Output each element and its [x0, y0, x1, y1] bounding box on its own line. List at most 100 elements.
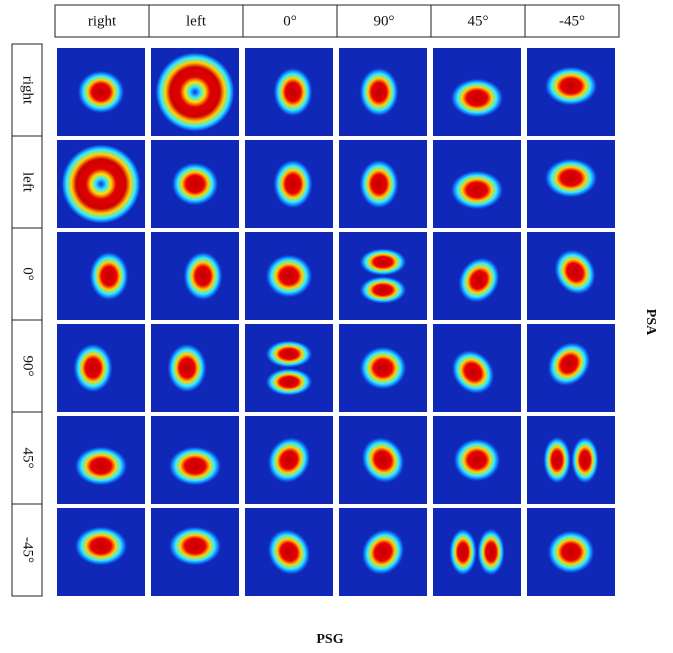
pattern-cell [527, 508, 615, 596]
pattern-cell [433, 140, 521, 228]
intensity-spot [77, 70, 125, 114]
intensity-spot [267, 528, 311, 576]
intensity-spot [273, 67, 313, 117]
spot-group [273, 159, 313, 209]
spot-group [553, 248, 597, 296]
pattern-cell [339, 48, 427, 136]
spot-group [171, 162, 219, 206]
pattern-cell [151, 416, 239, 504]
pattern-cell [245, 324, 333, 412]
intensity-spot [547, 341, 591, 387]
intensity-spot [359, 67, 399, 117]
spot-group [359, 159, 399, 209]
spot-group [544, 66, 598, 106]
intensity-spot [74, 526, 128, 566]
pattern-cell [245, 48, 333, 136]
intensity-spot [171, 162, 219, 206]
column-header-box [524, 4, 620, 38]
row-header: -45° [20, 537, 36, 563]
spot-group [547, 530, 595, 574]
intensity-spot [553, 248, 597, 296]
spot-group [265, 254, 313, 298]
intensity-spot [267, 436, 311, 484]
column-header-box [242, 4, 338, 38]
spot-group [168, 526, 222, 566]
column-header: -45° [559, 13, 585, 29]
intensity-spot [265, 254, 313, 298]
pattern-cell [57, 416, 145, 504]
spot-group [74, 526, 128, 566]
column-header-box [148, 4, 244, 38]
spot-group [451, 349, 495, 395]
pattern-cell [527, 416, 615, 504]
intensity-spot [265, 340, 313, 368]
spot-group [265, 340, 313, 396]
row-header-box [11, 135, 43, 229]
row-header: 90° [20, 356, 36, 377]
spot-group [361, 528, 405, 576]
row-header-box [11, 411, 43, 505]
spot-group [267, 436, 311, 484]
intensity-spot [450, 170, 504, 210]
intensity-spot [547, 530, 595, 574]
column-header: right [88, 13, 117, 29]
intensity-spot [361, 436, 405, 484]
row-header-box [11, 319, 43, 413]
intensity-spot [544, 66, 598, 106]
intensity-spot [450, 78, 504, 118]
pattern-cell [339, 232, 427, 320]
intensity-ring [155, 52, 235, 132]
spot-group [77, 70, 125, 114]
pattern-cell [245, 140, 333, 228]
row-header: left [20, 172, 36, 193]
column-header: 90° [374, 13, 395, 29]
spot-group [167, 343, 207, 393]
pattern-cell [57, 508, 145, 596]
intensity-spot [457, 256, 501, 304]
spot-group [449, 528, 505, 576]
pattern-cell [245, 232, 333, 320]
intensity-spot [477, 528, 505, 576]
pattern-cell [339, 324, 427, 412]
pattern-cell [57, 232, 145, 320]
y-axis-label: PSA [643, 309, 658, 336]
spot-group [267, 528, 311, 576]
pattern-cell [339, 416, 427, 504]
row-header: 45° [20, 448, 36, 469]
spot-group [155, 52, 235, 132]
pattern-cell [151, 48, 239, 136]
column-header: 0° [283, 13, 297, 29]
intensity-spot [543, 436, 571, 484]
pattern-cell [151, 324, 239, 412]
pattern-cell [433, 48, 521, 136]
row-header-box [11, 503, 43, 597]
intensity-spot [359, 346, 407, 390]
intensity-spot [168, 446, 222, 486]
spot-group [547, 341, 591, 387]
pattern-cell [151, 140, 239, 228]
intensity-spot [361, 528, 405, 576]
row-header: 0° [20, 267, 36, 281]
intensity-spot [451, 349, 495, 395]
spot-group [61, 144, 141, 224]
spot-group [359, 67, 399, 117]
column-header: 45° [468, 13, 489, 29]
intensity-spot [359, 248, 407, 276]
pattern-cell [151, 508, 239, 596]
pattern-cell [433, 232, 521, 320]
intensity-spot [449, 528, 477, 576]
intensity-spot [359, 276, 407, 304]
spot-group [361, 436, 405, 484]
pattern-cell [339, 140, 427, 228]
spot-group [544, 158, 598, 198]
intensity-spot [168, 526, 222, 566]
pattern-cell [433, 416, 521, 504]
pattern-cell [57, 48, 145, 136]
pattern-cell [57, 324, 145, 412]
spot-group [168, 446, 222, 486]
intensity-spot [453, 438, 501, 482]
intensity-spot [74, 446, 128, 486]
spot-group [359, 248, 407, 304]
intensity-spot [571, 436, 599, 484]
